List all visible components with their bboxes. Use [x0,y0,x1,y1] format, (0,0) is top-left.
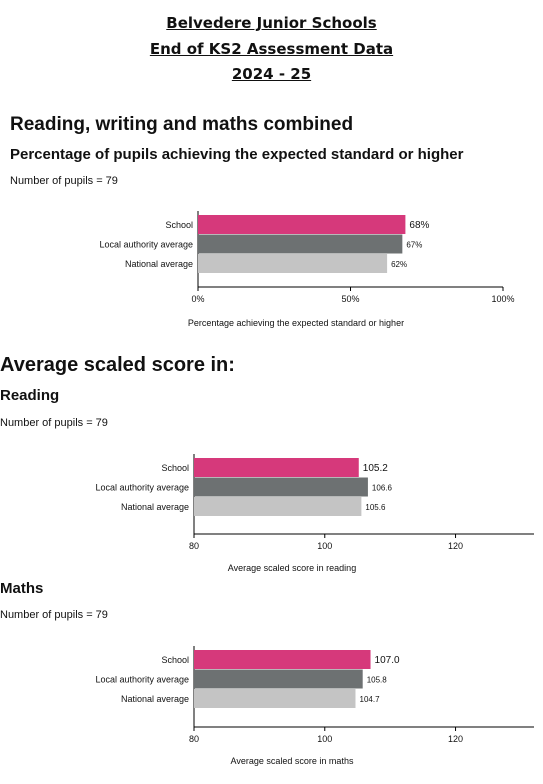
bar-school [194,458,359,477]
value-label-la: 106.6 [372,484,393,493]
x-axis-label: Percentage achieving the expected standa… [188,318,404,328]
category-label-national: National average [121,502,189,512]
bar-national [198,254,388,273]
rwm-subtitle: Percentage of pupils achieving the expec… [10,146,464,163]
bar-la [194,669,363,689]
rwm-title: Reading, writing and maths combined [10,114,354,135]
x-tick-label: 80 [189,734,199,744]
category-label-national: National average [125,259,193,269]
value-label-national: 62% [391,260,407,269]
value-label-school: 105.2 [363,463,388,474]
scaled-title: Average scaled score in: [0,354,235,376]
maths-chart: School 107.0 Local authority average 105.8 N… [95,646,534,766]
category-label-national: National average [121,694,189,704]
value-label-school: 68% [409,220,429,231]
x-axis-label: Average scaled score in maths [231,756,354,766]
bar-school [198,215,406,234]
x-axis-label: Average scaled score in reading [228,563,356,573]
bar-national [194,689,356,708]
x-tick-label: 100 [317,734,332,744]
category-label-school: School [161,655,189,665]
x-tick-label: 50% [341,294,359,304]
maths-title: Maths [0,580,44,597]
value-label-national: 104.7 [360,695,381,704]
rwm-pupils: Number of pupils = 79 [10,175,118,187]
category-label-la: Local authority average [95,675,189,685]
reading-chart: School 105.2 Local authority average 106.6 N… [95,454,534,573]
bar-la [198,234,403,254]
value-label-school: 107.0 [375,655,400,666]
x-tick-label: 80 [189,541,199,551]
category-label-la: Local authority average [99,240,193,250]
x-tick-label: 100% [491,294,514,304]
bar-la [194,477,368,497]
category-label-la: Local authority average [95,483,189,493]
reading-title: Reading [0,387,60,404]
x-tick-label: 100 [317,541,332,551]
category-label-school: School [165,220,193,230]
value-label-national: 105.6 [365,503,386,512]
bar-school [194,650,371,669]
value-label-la: 67% [406,241,422,250]
reading-pupils: Number of pupils = 79 [0,417,108,429]
report-title: End of KS2 Assessment Data [149,40,394,58]
x-tick-label: 0% [191,294,204,304]
rwm-chart: School 68% Local authority average 67% Natio… [99,211,515,328]
x-tick-label: 120 [448,541,463,551]
report-year: 2024 - 25 [231,65,312,83]
category-label-school: School [161,463,189,473]
school-name: Belvedere Junior Schools [166,14,377,32]
x-tick-label: 120 [448,734,463,744]
maths-pupils: Number of pupils = 79 [0,609,108,621]
value-label-la: 105.8 [367,676,388,685]
bar-national [194,497,362,516]
